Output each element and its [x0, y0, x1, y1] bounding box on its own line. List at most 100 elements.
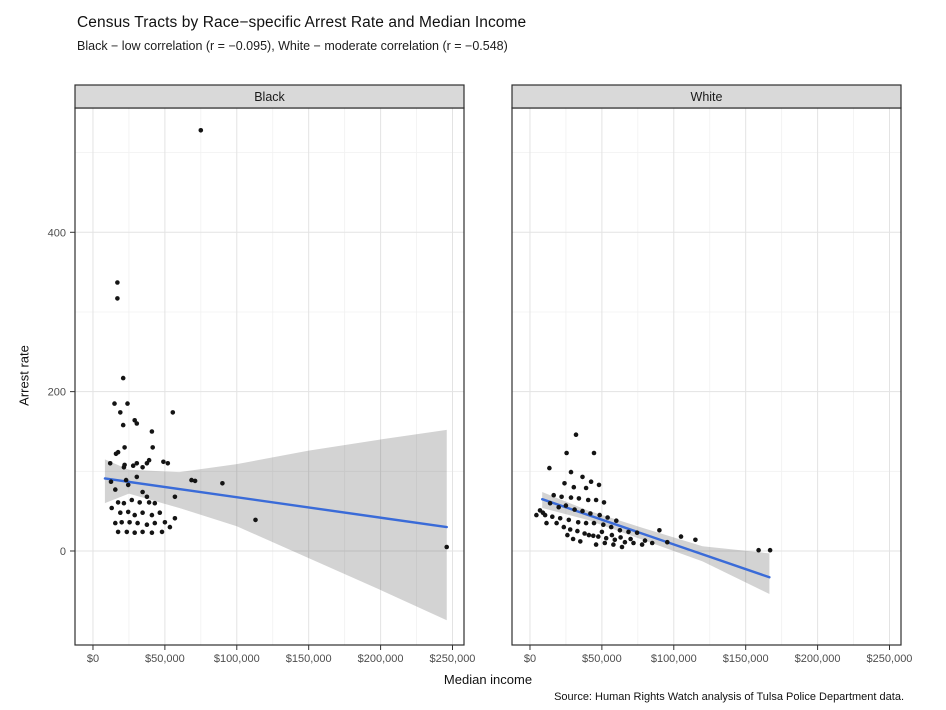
data-point — [561, 524, 567, 530]
data-point — [631, 540, 636, 546]
data-point — [602, 540, 608, 546]
data-point — [134, 421, 140, 426]
data-point — [125, 509, 131, 515]
data-point — [626, 529, 631, 535]
data-point — [189, 477, 194, 483]
data-point — [172, 494, 178, 500]
data-point — [172, 516, 178, 521]
data-point — [113, 451, 119, 457]
x-tick-label: $150,000 — [286, 653, 332, 665]
data-point — [767, 547, 773, 553]
data-point — [162, 520, 168, 525]
facet-panel-white: White $0 $50,000 $100,000 $150,000 $200,000 $2… — [511, 84, 913, 665]
y-axis-title: Arrest rate — [16, 345, 32, 406]
data-point — [547, 500, 553, 506]
data-point — [146, 500, 152, 505]
data-point — [540, 510, 546, 515]
data-point — [563, 503, 569, 508]
data-point — [135, 520, 140, 526]
data-point — [132, 512, 137, 518]
x-tick-label: $50,000 — [582, 653, 622, 665]
panel-background — [75, 108, 464, 645]
data-point — [149, 512, 155, 518]
data-point — [198, 128, 204, 133]
data-point — [150, 445, 155, 450]
data-point — [125, 401, 130, 406]
data-point — [559, 494, 564, 500]
x-tick-label: $150,000 — [723, 653, 769, 665]
data-point — [192, 478, 198, 484]
data-point — [619, 544, 625, 550]
data-point — [113, 487, 118, 492]
data-point — [165, 461, 171, 466]
data-point — [599, 529, 605, 535]
data-point — [693, 537, 698, 543]
points-layer — [534, 432, 773, 553]
data-point — [609, 532, 615, 538]
data-point — [657, 528, 662, 533]
data-point — [146, 457, 152, 463]
x-tick-label: $100,000 — [214, 653, 260, 665]
data-point — [596, 482, 602, 488]
data-point — [586, 532, 592, 538]
data-point — [132, 530, 137, 535]
data-point — [134, 474, 140, 480]
chart-title: Census Tracts by Race−specific Arrest Ra… — [77, 14, 527, 31]
data-point — [605, 515, 610, 520]
data-point — [161, 459, 166, 465]
data-point — [568, 495, 574, 500]
data-point — [547, 465, 552, 471]
data-point — [109, 505, 114, 511]
data-point — [642, 538, 648, 543]
y-tick-label: 400 — [48, 227, 66, 239]
data-point — [614, 518, 619, 523]
data-point — [120, 375, 126, 381]
panel-background — [512, 108, 901, 645]
data-point — [628, 536, 633, 542]
data-point — [591, 533, 596, 539]
data-point — [115, 280, 120, 285]
data-point — [130, 463, 136, 469]
data-point — [140, 465, 145, 470]
data-point — [554, 520, 559, 526]
x-tick-label: $50,000 — [145, 653, 185, 665]
data-point — [119, 520, 124, 525]
data-point — [134, 461, 140, 466]
data-point — [170, 410, 176, 415]
data-point — [649, 540, 655, 546]
data-point — [167, 524, 173, 530]
data-point — [597, 512, 602, 518]
data-point — [585, 497, 591, 503]
data-point — [596, 534, 601, 539]
data-point — [137, 500, 142, 505]
data-point — [618, 535, 623, 540]
data-point — [557, 516, 563, 521]
x-tick-label: $100,000 — [651, 653, 697, 665]
data-point — [580, 474, 585, 480]
data-point — [123, 477, 129, 483]
data-point — [608, 524, 614, 530]
data-point — [612, 537, 618, 543]
x-tick-label: $250,000 — [867, 653, 913, 665]
data-point — [122, 445, 127, 450]
x-tick-label: $200,000 — [795, 653, 841, 665]
data-point — [582, 531, 587, 536]
data-point — [444, 544, 450, 550]
data-point — [580, 508, 585, 514]
data-point — [564, 450, 569, 456]
data-point — [622, 539, 628, 545]
data-point — [113, 520, 118, 526]
data-point — [583, 485, 589, 491]
facet-strip-label: Black — [254, 90, 285, 104]
data-point — [140, 489, 145, 495]
data-point — [570, 536, 576, 542]
data-point — [573, 432, 579, 438]
data-point — [611, 542, 616, 547]
data-point — [129, 497, 135, 503]
y-tick-label: 200 — [48, 387, 66, 399]
data-point — [588, 479, 594, 485]
data-point — [120, 422, 126, 428]
chart-subtitle: Black − low correlation (r = −0.095), Wh… — [77, 39, 508, 53]
data-point — [568, 469, 574, 475]
